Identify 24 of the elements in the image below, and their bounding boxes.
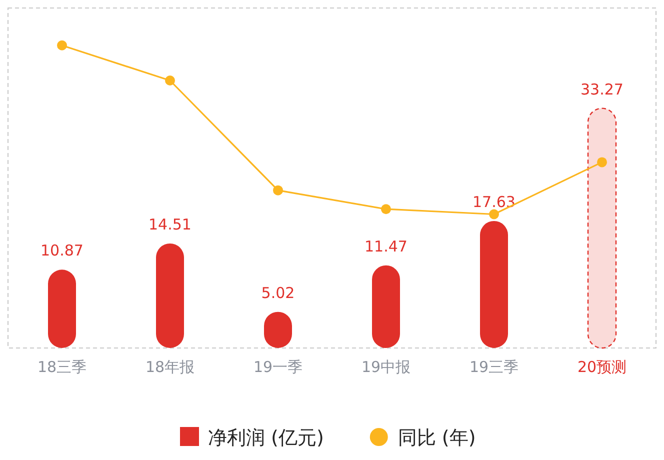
bar <box>480 220 508 348</box>
point <box>57 40 67 50</box>
x-tick-label: 19一季 <box>253 358 303 376</box>
data-label: 5.02 <box>261 284 295 302</box>
point <box>165 76 175 86</box>
x-tick-label: 19中报 <box>361 358 411 376</box>
data-label: 17.63 <box>472 192 516 211</box>
point <box>273 185 283 196</box>
point <box>489 209 499 220</box>
bar <box>48 270 76 348</box>
x-tick-label: 18三季 <box>37 358 87 376</box>
data-label: 33.27 <box>580 80 624 98</box>
data-label: 10.87 <box>40 242 84 260</box>
x-tick-label: 18年报 <box>145 358 195 376</box>
bar <box>156 243 184 348</box>
bar <box>372 265 400 348</box>
legend-label: 同比 (年) <box>398 427 476 449</box>
point <box>597 157 607 168</box>
x-tick-label: 20预测 <box>577 358 627 376</box>
legend-label: 净利润 (亿元) <box>208 427 324 449</box>
data-label: 11.47 <box>364 237 408 256</box>
x-tick-label: 19三季 <box>469 358 519 376</box>
point <box>381 204 391 214</box>
data-label: 14.51 <box>148 215 192 234</box>
